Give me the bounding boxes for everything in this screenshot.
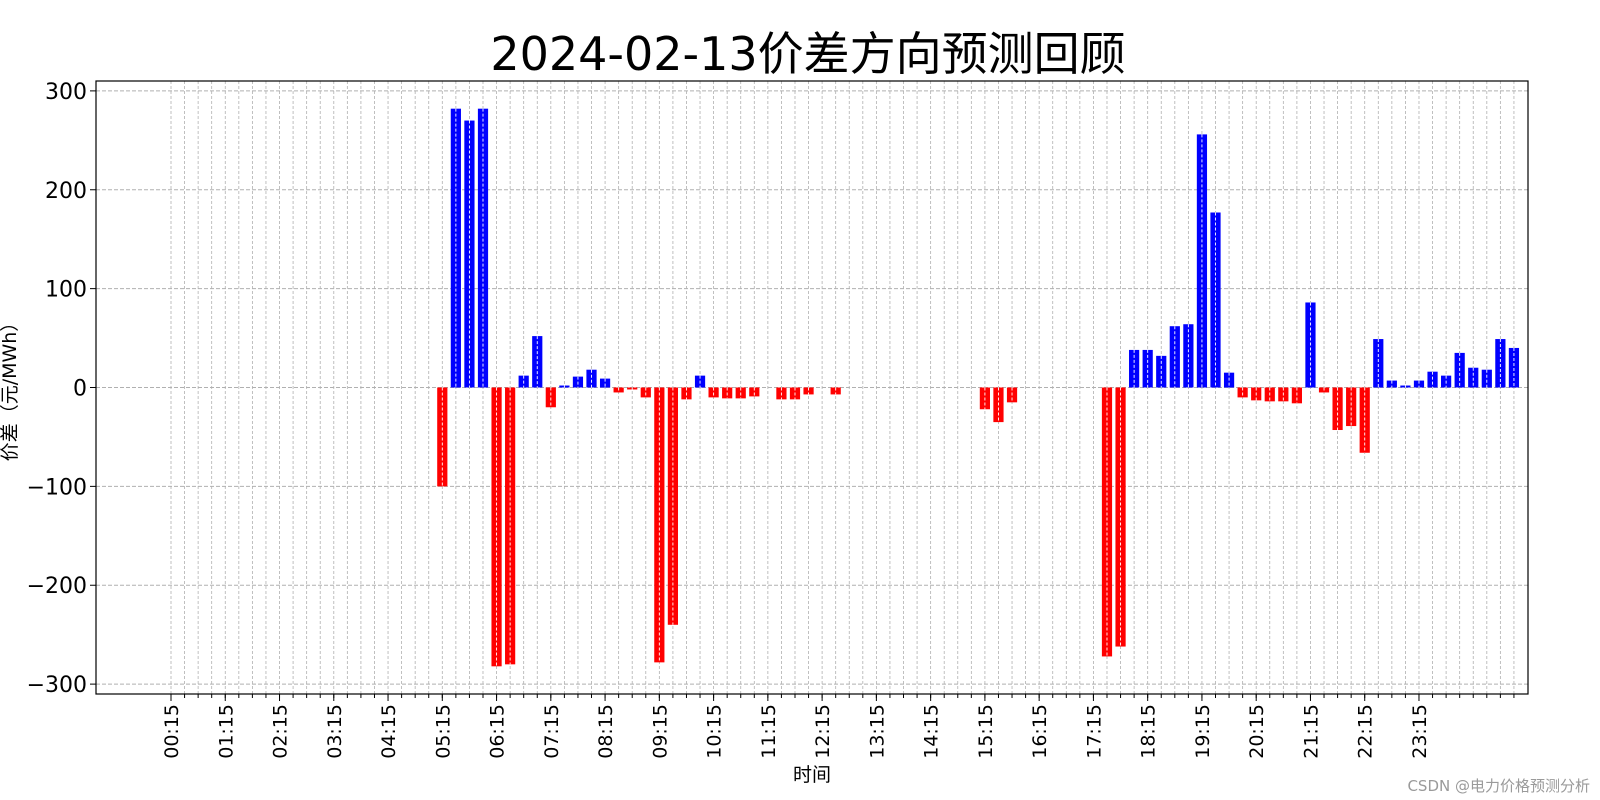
- y-tick-label: 200: [45, 179, 87, 204]
- bar: [1373, 339, 1384, 388]
- bar: [545, 387, 556, 408]
- x-tick-label: 09:15: [649, 704, 671, 759]
- x-tick-label: 01:15: [215, 704, 237, 759]
- watermark: CSDN @电力价格预测分析: [1407, 777, 1590, 795]
- chart-title: 2024-02-13价差方向预测回顾: [490, 27, 1125, 81]
- bar: [1468, 367, 1479, 388]
- x-tick-label: 03:15: [324, 704, 346, 759]
- bar: [491, 387, 502, 667]
- y-tick-label: 0: [73, 377, 87, 402]
- x-tick-label: 04:15: [378, 704, 400, 759]
- bar: [1346, 387, 1357, 427]
- x-tick-label: 05:15: [432, 704, 454, 759]
- x-tick-label: 21:15: [1300, 704, 1322, 759]
- y-axis: −300 −200 −100 0 100 200 300: [27, 80, 96, 698]
- bar: [437, 387, 448, 487]
- bar: [1101, 387, 1113, 657]
- bar: [599, 378, 611, 388]
- bar: [749, 387, 760, 397]
- bar: [1142, 349, 1153, 388]
- x-tick-label: 15:15: [975, 704, 997, 759]
- bar: [1413, 380, 1425, 388]
- y-tick-label: 100: [45, 278, 87, 303]
- x-axis: 00:15 01:15 02:15 03:15 04:15 05:15 06:15 07:15…: [161, 694, 1515, 759]
- bar: [708, 387, 719, 398]
- bar: [830, 387, 841, 395]
- x-tick-label: 00:15: [161, 704, 183, 759]
- bar: [505, 387, 516, 665]
- y-tick-label: 300: [45, 80, 87, 105]
- bar: [803, 387, 814, 395]
- x-tick-label: 17:15: [1083, 704, 1105, 759]
- x-tick-label: 11:15: [758, 704, 780, 759]
- x-tick-label: 18:15: [1138, 704, 1160, 759]
- bar: [1129, 349, 1140, 388]
- x-tick-label: 10:15: [704, 704, 726, 759]
- bar: [477, 108, 489, 388]
- bar: [1495, 339, 1506, 388]
- bar: [640, 387, 651, 398]
- x-axis-label: 时间: [793, 764, 831, 786]
- x-tick-label: 16:15: [1029, 704, 1051, 759]
- plot-frame: [95, 80, 1529, 695]
- x-tick-label: 02:15: [270, 704, 292, 759]
- y-tick-label: −200: [27, 574, 87, 599]
- y-tick-label: −300: [27, 673, 87, 698]
- x-tick-label: 13:15: [866, 704, 888, 759]
- x-tick-label: 22:15: [1355, 704, 1377, 759]
- bar: [464, 120, 475, 388]
- y-axis-label: 价差（元/MWh）: [0, 313, 21, 462]
- bar: [450, 108, 461, 388]
- x-tick-label: 19:15: [1192, 704, 1214, 759]
- x-tick-label: 12:15: [812, 704, 834, 759]
- bar: [1237, 387, 1248, 398]
- bar: [1508, 347, 1520, 388]
- y-tick-label: −100: [27, 475, 87, 500]
- bar: [586, 369, 597, 388]
- x-tick-label: 20:15: [1246, 704, 1268, 759]
- bar: [1481, 369, 1492, 388]
- x-tick-label: 07:15: [541, 704, 563, 759]
- x-tick-label: 08:15: [595, 704, 617, 759]
- x-tick-label: 14:15: [921, 704, 943, 759]
- bar: [1115, 387, 1126, 647]
- bars: [437, 108, 1520, 667]
- x-tick-label: 23:15: [1409, 704, 1431, 759]
- bar: [1386, 380, 1397, 388]
- bar: [667, 387, 679, 625]
- x-tick-label: 06:15: [487, 704, 509, 759]
